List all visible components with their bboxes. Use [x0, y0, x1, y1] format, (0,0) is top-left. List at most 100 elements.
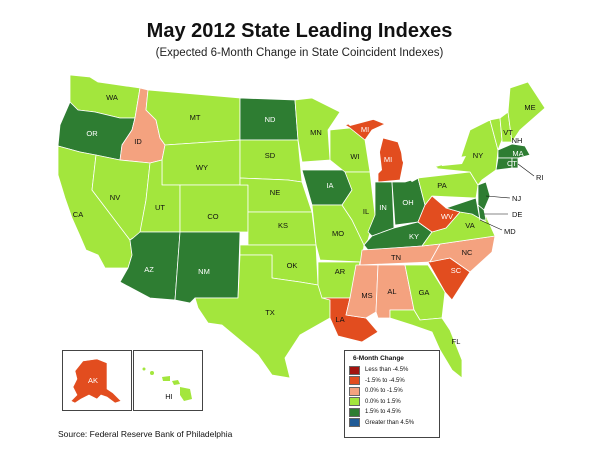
- state-label-CA: CA: [73, 210, 83, 219]
- lake-superior: [340, 112, 380, 126]
- alaska-inset: AK: [62, 350, 132, 411]
- state-label-UT: UT: [155, 203, 165, 212]
- state-NJ[interactable]: [477, 181, 491, 211]
- state-label-WA: WA: [106, 93, 118, 102]
- state-label-ME: ME: [524, 103, 535, 112]
- great-lakes: [340, 112, 466, 182]
- state-HI[interactable]: [142, 367, 193, 402]
- legend-item: 1.5% to 4.5%: [349, 407, 435, 418]
- state-label-CO: CO: [207, 212, 218, 221]
- legend-swatch: [349, 376, 360, 386]
- legend-title: 6-Month Change: [353, 355, 404, 362]
- map-legend: 6-Month Change Less than -4.5% -1.5% to -…: [344, 350, 440, 438]
- alaska-map: AK: [70, 358, 122, 404]
- state-label-TX: TX: [265, 308, 275, 317]
- state-label-PA: PA: [437, 181, 446, 190]
- state-RI[interactable]: [511, 157, 519, 169]
- state-label-MA: MA: [512, 149, 523, 158]
- state-MN[interactable]: [294, 97, 341, 163]
- state-label-IL: IL: [363, 207, 369, 216]
- legend-item: 0.0% to -1.5%: [349, 386, 435, 397]
- lake-michigan: [370, 136, 382, 178]
- state-label-CT: CT: [507, 159, 517, 168]
- lake-ontario: [440, 156, 466, 166]
- legend-swatch: [349, 386, 360, 396]
- state-label-WV: WV: [441, 212, 453, 221]
- state-AK[interactable]: [70, 358, 122, 404]
- state-MD[interactable]: [445, 197, 487, 223]
- leader-line-ri: [517, 163, 535, 177]
- state-label-NJ: NJ: [512, 194, 521, 203]
- state-label-AK: AK: [88, 376, 98, 385]
- state-label-MN: MN: [310, 128, 322, 137]
- state-label-MI-UP: MI: [361, 125, 369, 134]
- legend-label: 0.0% to -1.5%: [365, 388, 403, 395]
- state-label-MO: MO: [332, 229, 344, 238]
- state-label-VT: VT: [503, 128, 513, 137]
- lake-huron: [400, 142, 412, 170]
- legend-swatch: [349, 418, 360, 428]
- state-ME[interactable]: [507, 81, 546, 143]
- state-label-RI: RI: [536, 173, 544, 182]
- state-FL[interactable]: [389, 309, 463, 379]
- legend-swatch: [349, 407, 360, 417]
- state-label-NM: NM: [198, 267, 210, 276]
- state-label-NE: NE: [270, 188, 280, 197]
- map-title: May 2012 State Leading Indexes: [146, 20, 453, 42]
- state-label-LA: LA: [335, 315, 344, 324]
- state-label-MT: MT: [190, 113, 201, 122]
- legend-item: 0.0% to 1.5%: [349, 397, 435, 408]
- state-label-NY: NY: [473, 151, 483, 160]
- legend-item: Less than -4.5%: [349, 365, 435, 376]
- legend-item: Greater than 4.5%: [349, 418, 435, 429]
- legend-swatch: [349, 397, 360, 407]
- state-label-AL: AL: [387, 287, 396, 296]
- hawaii-inset: HI: [133, 350, 203, 411]
- state-SD[interactable]: [239, 139, 303, 183]
- state-label-KY: KY: [409, 232, 419, 241]
- state-label-MS: MS: [361, 291, 372, 300]
- source-note: Source: Federal Reserve Bank of Philadel…: [58, 429, 233, 439]
- state-label-FL: FL: [452, 337, 461, 346]
- state-label-AZ: AZ: [144, 265, 154, 274]
- state-label-VA: VA: [465, 221, 474, 230]
- legend-swatch: [349, 365, 360, 375]
- state-label-TN: TN: [391, 253, 401, 262]
- state-label-GA: GA: [419, 288, 430, 297]
- hawaii-map: HI: [142, 367, 193, 402]
- leader-lines: [479, 163, 535, 231]
- state-TX[interactable]: [194, 254, 331, 379]
- state-label-OR: OR: [86, 129, 98, 138]
- legend-label: Less than -4.5%: [365, 367, 409, 374]
- legend-label: 0.0% to 1.5%: [365, 398, 401, 405]
- state-label-SC: SC: [451, 266, 462, 275]
- state-NY[interactable]: [429, 119, 499, 186]
- state-label-NC: NC: [462, 248, 473, 257]
- legend-label: Greater than 4.5%: [365, 419, 415, 426]
- state-label-IA: IA: [326, 181, 333, 190]
- state-label-SD: SD: [265, 151, 276, 160]
- state-label-OK: OK: [287, 261, 298, 270]
- state-label-ID: ID: [134, 137, 142, 146]
- leader-line-md: [479, 219, 503, 231]
- state-label-AR: AR: [335, 267, 346, 276]
- state-label-MI: MI: [384, 155, 392, 164]
- state-label-NV: NV: [110, 193, 120, 202]
- state-label-WI: WI: [350, 152, 359, 161]
- state-label-KS: KS: [278, 221, 288, 230]
- legend-label: -1.5% to -4.5%: [365, 377, 405, 384]
- legend-item: -1.5% to -4.5%: [349, 376, 435, 387]
- lake-erie: [405, 164, 438, 182]
- state-label-DE: DE: [512, 210, 522, 219]
- state-label-HI: HI: [165, 392, 173, 401]
- state-label-ND: ND: [265, 115, 276, 124]
- map-subtitle: (Expected 6-Month Change in State Coinci…: [155, 47, 444, 59]
- state-label-OH: OH: [402, 198, 413, 207]
- state-CO[interactable]: [179, 184, 249, 233]
- state-label-WY: WY: [196, 163, 208, 172]
- leader-line-nj: [485, 195, 511, 199]
- state-label-IN: IN: [379, 203, 387, 212]
- legend-label: 1.5% to 4.5%: [365, 409, 401, 416]
- state-label-MD: MD: [504, 227, 516, 236]
